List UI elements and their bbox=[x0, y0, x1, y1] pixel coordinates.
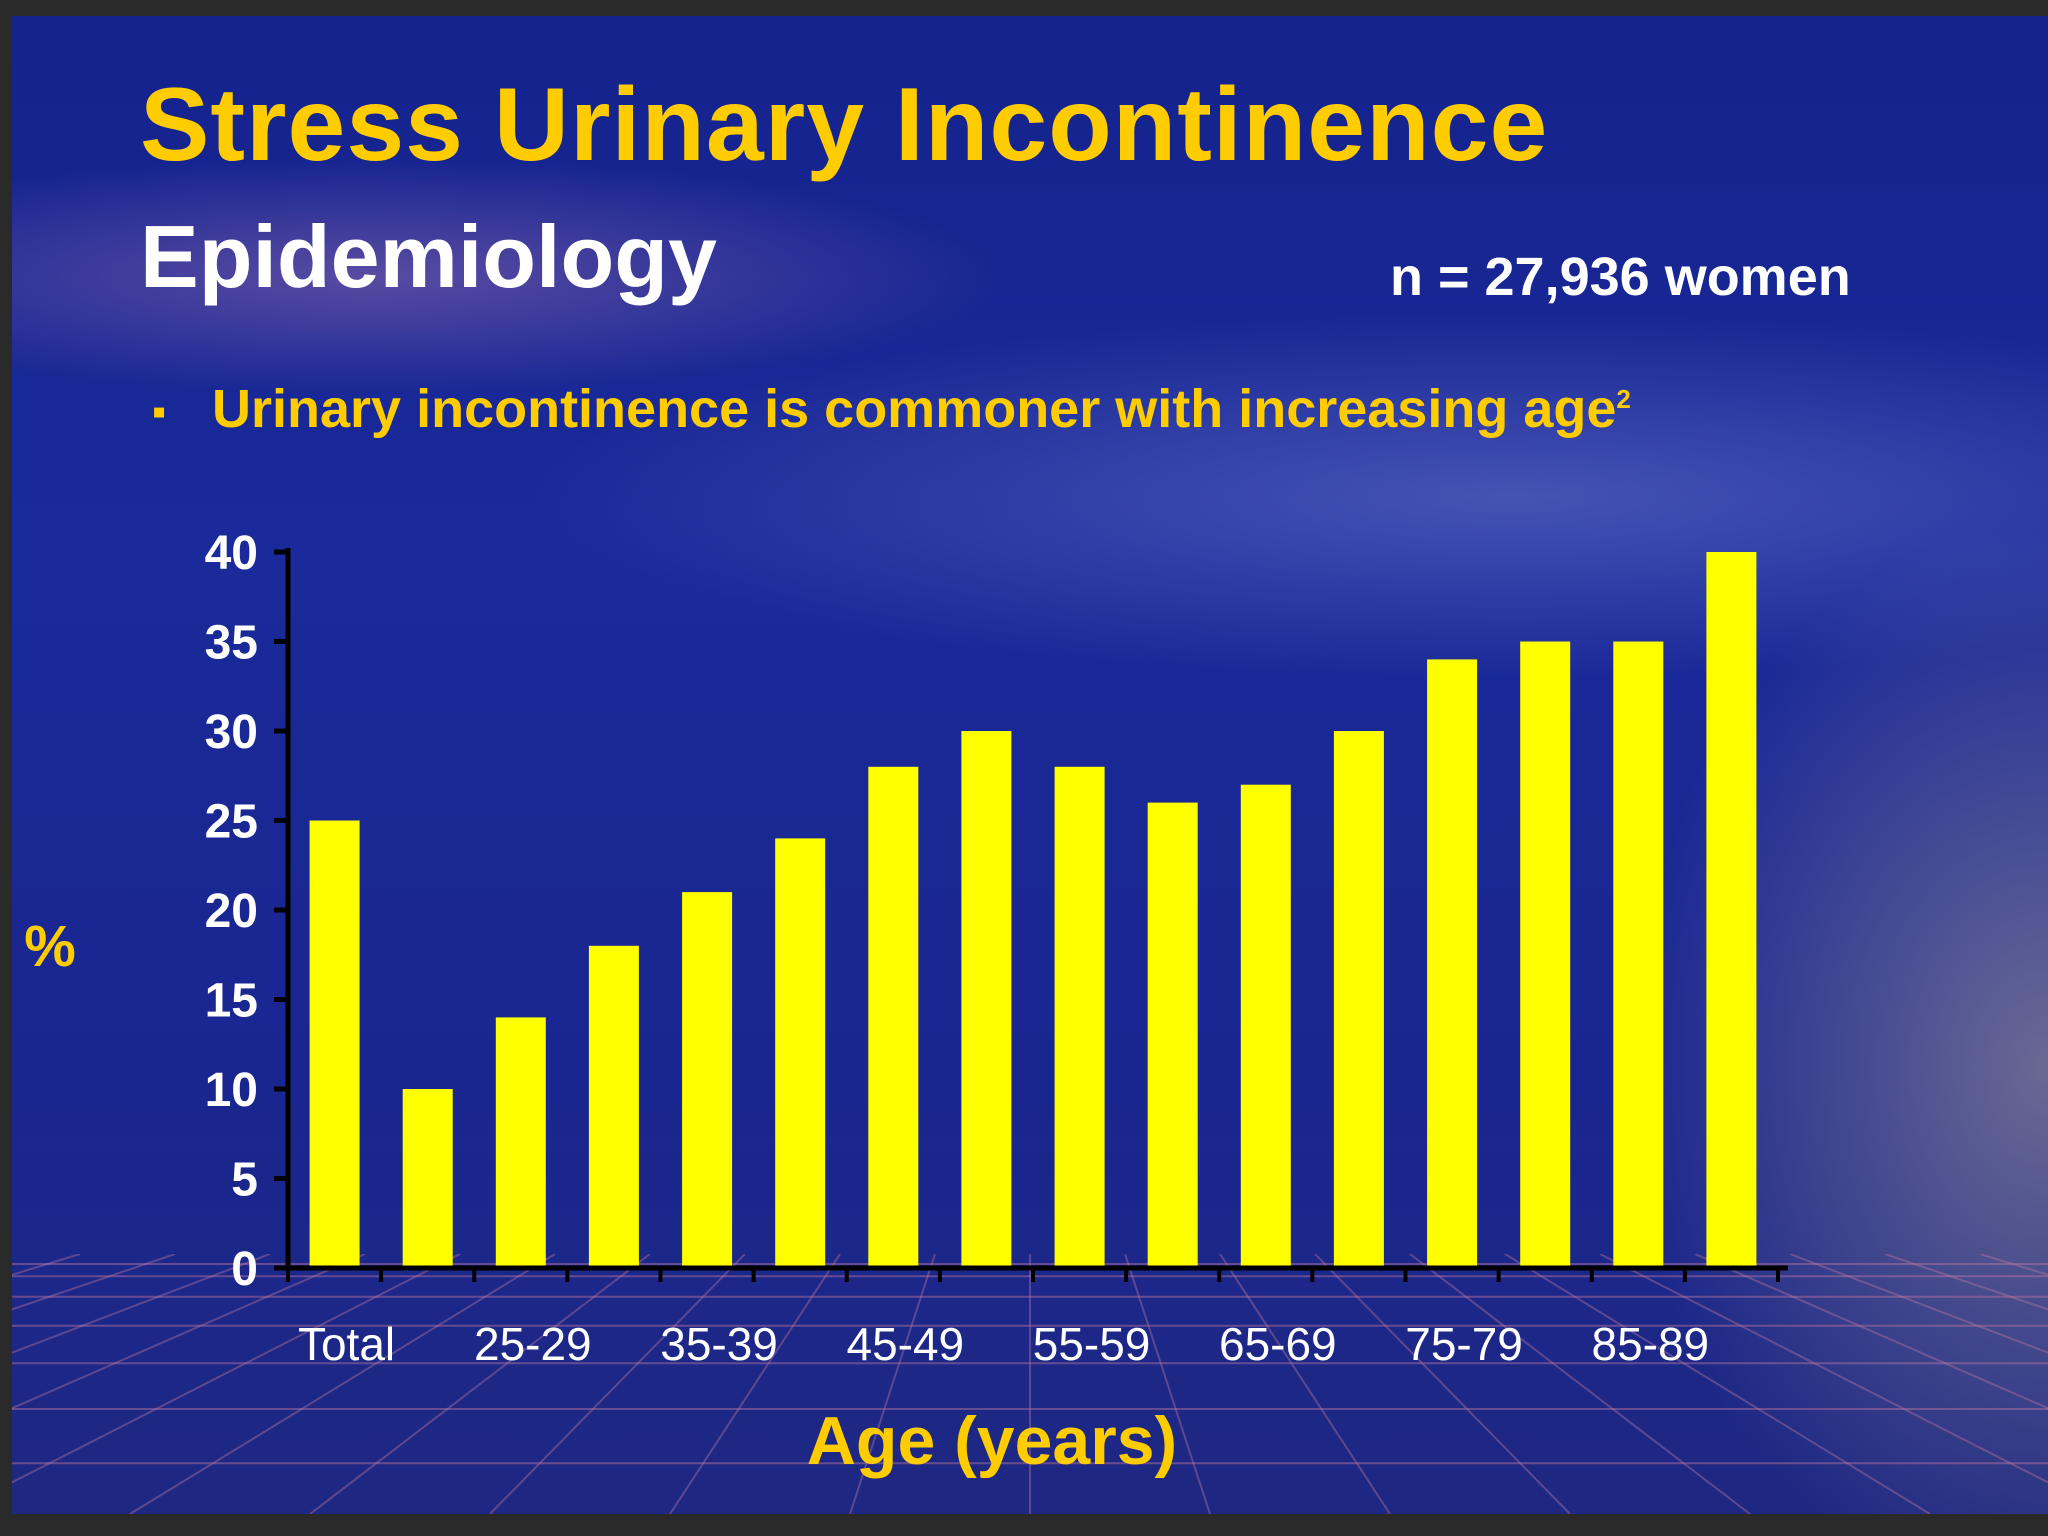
y-tick-label: 5 bbox=[231, 1154, 258, 1207]
y-tick-label: 35 bbox=[205, 617, 258, 670]
bar-70-74 bbox=[1333, 731, 1384, 1268]
floor-grid-line bbox=[1789, 1254, 2048, 1354]
bar-35-39 bbox=[682, 892, 733, 1268]
floor-grid-line bbox=[1409, 1254, 1751, 1514]
bullet-text: Urinary incontinence is commoner with in… bbox=[212, 379, 1631, 439]
bar-75-79 bbox=[1427, 659, 1478, 1268]
floor-grid-line bbox=[489, 1254, 746, 1514]
x-tick-label: 25-29 bbox=[474, 1318, 592, 1370]
bar-60-64 bbox=[1147, 802, 1198, 1268]
floor-grid-line bbox=[1884, 1254, 2048, 1311]
floor-grid-line bbox=[12, 1254, 461, 1484]
x-axis-label: Age (years) bbox=[807, 1403, 1177, 1479]
floor-grid-line bbox=[1599, 1254, 2048, 1484]
bullet-footnote: 2 bbox=[1616, 384, 1631, 414]
bullet-icon: ▪ bbox=[152, 390, 167, 435]
bar-chart: 0 5 10 15 20 25 30 35 40 Total 25-29 35-39 45-49 55-… bbox=[24, 527, 1788, 1479]
x-tick-label: 35-39 bbox=[660, 1318, 778, 1370]
bar-85-89 bbox=[1613, 641, 1664, 1268]
floor-grid-line bbox=[12, 1254, 176, 1311]
x-tick-label: 55-59 bbox=[1033, 1318, 1151, 1370]
bar-55-59 bbox=[1054, 766, 1105, 1268]
bar-40-44 bbox=[775, 838, 826, 1268]
floor-grid-line bbox=[12, 1254, 271, 1354]
floor-grid-line bbox=[669, 1254, 841, 1514]
y-tick-label: 15 bbox=[205, 975, 258, 1028]
sample-size-note: n = 27,936 women bbox=[1390, 247, 1851, 307]
x-tick-label: 85-89 bbox=[1591, 1318, 1709, 1370]
floor-grid-line bbox=[1694, 1254, 2048, 1410]
floor-grid-line bbox=[1504, 1254, 1931, 1514]
x-tick-label: Total bbox=[298, 1318, 395, 1370]
x-tick-label: 65-69 bbox=[1219, 1318, 1337, 1370]
slide: Stress Urinary Incontinence Epidemiology… bbox=[12, 16, 2048, 1514]
bullet-point: ▪ Urinary incontinence is commoner with i… bbox=[152, 378, 1631, 440]
y-tick-label: 40 bbox=[205, 527, 258, 580]
y-tick-label: 0 bbox=[231, 1243, 258, 1296]
floor-grid-line bbox=[309, 1254, 651, 1514]
floor-grid-line bbox=[1314, 1254, 1571, 1514]
slide-subtitle: Epidemiology bbox=[140, 207, 717, 306]
floor-grid-line bbox=[12, 1254, 366, 1410]
x-axis: Total 25-29 35-39 45-49 55-59 65-69 75-79 85-89 bbox=[286, 1265, 1788, 1370]
bar-80-84 bbox=[1520, 641, 1571, 1268]
bar-90- bbox=[1706, 552, 1757, 1268]
bar-20-24 bbox=[402, 1089, 453, 1268]
y-axis: 0 5 10 15 20 25 30 35 40 bbox=[205, 527, 291, 1296]
slide-title: Stress Urinary Incontinence bbox=[140, 67, 1549, 183]
x-tick-label: 75-79 bbox=[1405, 1318, 1523, 1370]
bullet-text-body: Urinary incontinence is commoner with in… bbox=[212, 379, 1617, 439]
y-axis-label: % bbox=[24, 914, 76, 979]
floor-grid-line bbox=[1124, 1254, 1211, 1514]
floor-grid-line bbox=[1219, 1254, 1391, 1514]
bar-45-49 bbox=[868, 766, 919, 1268]
floor-grid-line bbox=[129, 1254, 556, 1514]
y-tick-label: 30 bbox=[205, 706, 258, 759]
y-tick-label: 20 bbox=[205, 885, 258, 938]
bars-group bbox=[309, 552, 1757, 1268]
perspective-floor-grid bbox=[12, 1254, 2048, 1514]
x-tick-label: 45-49 bbox=[846, 1318, 964, 1370]
bar-total bbox=[309, 820, 360, 1268]
bar-65-69 bbox=[1240, 784, 1291, 1268]
y-tick-label: 25 bbox=[205, 796, 258, 849]
bar-50-54 bbox=[961, 731, 1012, 1268]
bar-25-29 bbox=[495, 1017, 546, 1268]
y-tick-label: 10 bbox=[205, 1064, 258, 1117]
bar-30-34 bbox=[588, 945, 639, 1268]
floor-grid-line bbox=[849, 1254, 936, 1514]
